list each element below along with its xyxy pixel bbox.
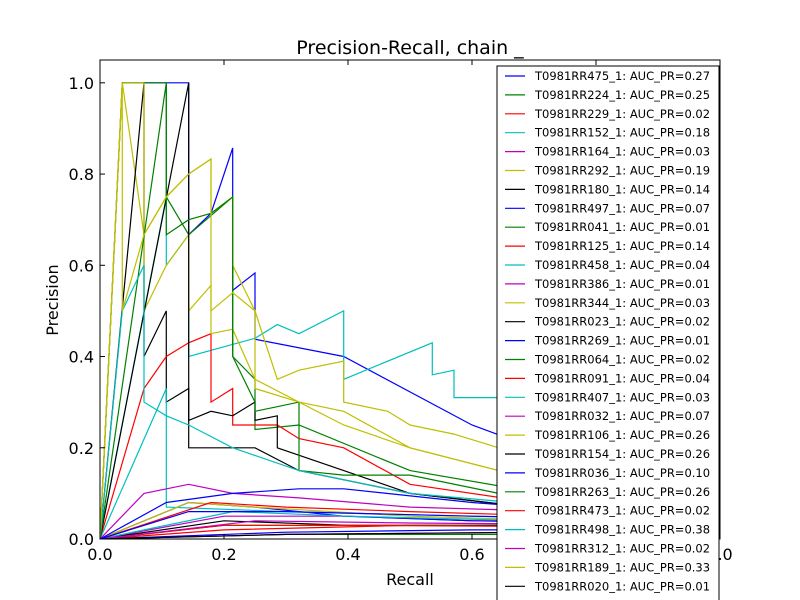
legend-entry: T0981RR152_1: AUC_PR=0.18 [534, 126, 710, 140]
plot-frame [99, 59, 721, 540]
legend-entry: T0981RR180_1: AUC_PR=0.14 [534, 182, 710, 196]
x-tick-label: 0.2 [211, 545, 236, 564]
y-tick-label: 0.0 [69, 530, 94, 549]
legend-entry: T0981RR401_1: AUC_PR=0.05 [534, 598, 710, 600]
legend-entry: T0981RR189_1: AUC_PR=0.33 [534, 560, 710, 574]
x-tick-label: 0.0 [87, 545, 112, 564]
series-line-24 [100, 265, 720, 539]
y-tick-label: 0.2 [69, 439, 94, 458]
x-axis-label: Recall [386, 570, 434, 589]
y-axis-label: Precision [43, 264, 62, 335]
legend-entry: T0981RR498_1: AUC_PR=0.38 [534, 523, 710, 537]
legend-entry: T0981RR269_1: AUC_PR=0.01 [534, 334, 710, 348]
legend-entry: T0981RR407_1: AUC_PR=0.03 [534, 390, 710, 404]
legend-entry: T0981RR125_1: AUC_PR=0.14 [534, 239, 710, 253]
legend-entry: T0981RR229_1: AUC_PR=0.02 [534, 107, 710, 121]
x-tick-label: 0.4 [335, 545, 360, 564]
legend-entry: T0981RR312_1: AUC_PR=0.02 [534, 542, 710, 556]
ticks-layer: 0.00.20.40.60.81.00.00.20.40.60.81.0 [69, 60, 733, 564]
y-tick-label: 0.6 [69, 256, 94, 275]
legend-entry: T0981RR497_1: AUC_PR=0.07 [534, 201, 710, 215]
y-tick-label: 0.4 [69, 348, 94, 367]
legend-entry: T0981RR344_1: AUC_PR=0.03 [534, 296, 710, 310]
legend-entry: T0981RR036_1: AUC_PR=0.10 [534, 466, 710, 480]
legend-entry: T0981RR292_1: AUC_PR=0.19 [534, 164, 710, 178]
legend-entry: T0981RR154_1: AUC_PR=0.26 [534, 447, 710, 461]
legend-entry: T0981RR475_1: AUC_PR=0.27 [534, 69, 710, 83]
chart-title: Precision-Recall, chain _ [296, 37, 524, 59]
legend-box [496, 65, 720, 600]
legend-entry: T0981RR020_1: AUC_PR=0.01 [534, 579, 710, 593]
legend: T0981RR475_1: AUC_PR=0.27 T0981RR224_1: A… [496, 65, 720, 600]
legend-entry: T0981RR263_1: AUC_PR=0.26 [534, 485, 710, 499]
legend-entry: T0981RR064_1: AUC_PR=0.02 [534, 353, 710, 367]
legend-entry: T0981RR091_1: AUC_PR=0.04 [534, 371, 710, 385]
y-tick-label: 0.8 [69, 165, 94, 184]
legend-entry: T0981RR386_1: AUC_PR=0.01 [534, 277, 710, 291]
series-line-26 [100, 82, 720, 539]
legend-entry: T0981RR224_1: AUC_PR=0.25 [534, 88, 710, 102]
series-line-22 [100, 82, 720, 539]
series-line-9 [100, 332, 720, 539]
legend-entry: T0981RR473_1: AUC_PR=0.02 [534, 504, 710, 518]
legend-entry: T0981RR106_1: AUC_PR=0.26 [534, 428, 710, 442]
legend-entry: T0981RR458_1: AUC_PR=0.04 [534, 258, 710, 272]
x-tick-label: 0.6 [459, 545, 484, 564]
legend-entry: T0981RR023_1: AUC_PR=0.02 [534, 315, 710, 329]
legend-entry: T0981RR041_1: AUC_PR=0.01 [534, 220, 710, 234]
legend-entry: T0981RR032_1: AUC_PR=0.07 [534, 409, 710, 423]
legend-entry: T0981RR164_1: AUC_PR=0.03 [534, 145, 710, 159]
y-tick-label: 1.0 [69, 74, 94, 93]
